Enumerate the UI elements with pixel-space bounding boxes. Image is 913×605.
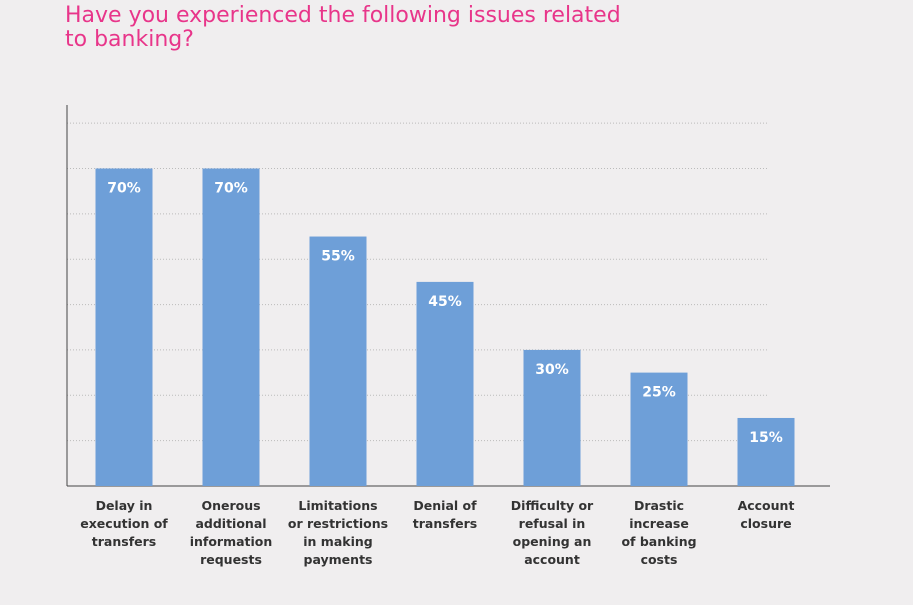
x-tick-label: Denial of transfers bbox=[412, 498, 478, 531]
x-tick-label: Difficulty or refusal in opening an acco… bbox=[510, 498, 594, 567]
value-label: 15% bbox=[749, 430, 783, 446]
x-tick-label: Account closure bbox=[737, 498, 795, 531]
value-label: 70% bbox=[107, 181, 141, 197]
value-label: 45% bbox=[428, 294, 462, 310]
bar bbox=[202, 168, 260, 486]
chart-title: Have you experienced the following issue… bbox=[65, 3, 621, 52]
bar bbox=[737, 417, 795, 486]
bar bbox=[630, 372, 688, 486]
x-tick-label: Limitations or restrictions in making pa… bbox=[287, 498, 389, 567]
value-label: 25% bbox=[642, 385, 676, 401]
bar bbox=[416, 281, 474, 486]
x-tick-label: Delay in execution of transfers bbox=[80, 498, 168, 549]
bar bbox=[523, 349, 581, 486]
bar bbox=[95, 168, 153, 486]
value-label: 30% bbox=[535, 362, 569, 378]
x-tick-label: Drastic increase of banking costs bbox=[621, 498, 697, 567]
bar bbox=[309, 236, 367, 486]
value-label: 70% bbox=[214, 181, 248, 197]
value-label: 55% bbox=[321, 249, 355, 265]
x-tick-label: Onerous additional information requests bbox=[189, 498, 273, 567]
